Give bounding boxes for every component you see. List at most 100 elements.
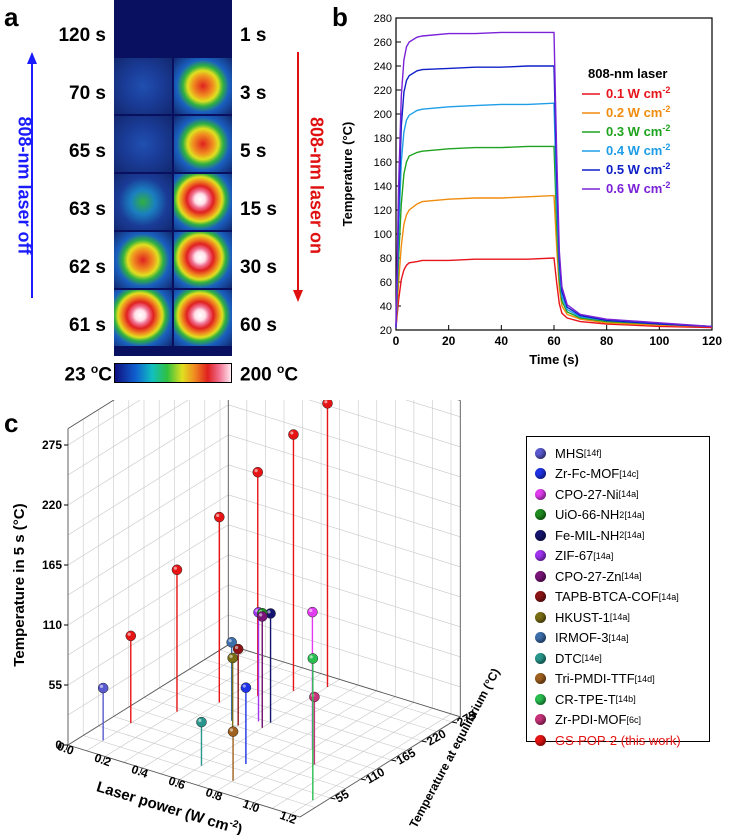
x-tick-label: 0.4: [130, 762, 151, 781]
y-tick-label: 120: [374, 205, 392, 217]
point-highlight: [216, 513, 220, 518]
x-tick: [65, 744, 69, 751]
y-axis-label: Temperature at equilibrium (°C): [406, 666, 502, 830]
grid-line: [113, 716, 346, 789]
legend-label: CR-TPE-T: [555, 691, 616, 707]
grid-line: [67, 464, 229, 566]
legend-entry: Zr-Fc-MOF [14c]: [535, 464, 639, 484]
x-tick-label: 1.0: [241, 797, 262, 816]
series-line: [395, 145, 713, 328]
legend-label: HKUST-1: [555, 609, 610, 625]
thermal-image-on: [174, 232, 232, 288]
laser-off-label: 808-nm laser off: [14, 116, 35, 255]
y-tick: [360, 778, 366, 781]
data-point: [171, 564, 183, 576]
data-point: [322, 400, 333, 409]
legend-entry: 0.3 W cm-2: [606, 123, 670, 139]
point-highlight: [324, 400, 328, 404]
grid-line: [67, 554, 229, 656]
grid-line: [405, 400, 461, 418]
legend-entry: TAPB-BTCA-COF [14a]: [535, 587, 679, 607]
photothermal-3d-scatter: 0551101652202750.00.20.40.60.81.01.25511…: [11, 400, 503, 835]
legend-label: Fe-MIL-NH: [555, 527, 620, 543]
grid-line: [174, 678, 407, 751]
point-highlight: [242, 684, 246, 688]
time-label-off: 70 s: [69, 83, 106, 104]
point-highlight: [127, 632, 131, 636]
axis-edge: [67, 400, 115, 430]
legend-entry: MHS [14f]: [535, 443, 601, 463]
y-tick-label: 180: [374, 133, 392, 145]
data-point: [309, 691, 320, 703]
data-point: [214, 511, 225, 523]
y-tick-label: 240: [374, 61, 392, 73]
time-label-on: 5 s: [240, 141, 267, 162]
series-line: [395, 102, 713, 328]
x-tick-label: 0.8: [204, 785, 225, 804]
point-highlight: [290, 431, 294, 435]
laser-on-label: 808-nm laser on: [306, 116, 327, 255]
time-label-on: 1 s: [240, 25, 267, 46]
y-tick-label: 140: [374, 181, 392, 193]
z-tick-label: 165: [42, 558, 62, 572]
thermal-image-on: [174, 116, 232, 172]
time-label-off: 65 s: [69, 141, 106, 162]
x-tick-label: 100: [649, 334, 669, 348]
legend-label: DTC: [555, 650, 582, 666]
grid-line: [308, 400, 461, 448]
y-tick: [330, 797, 336, 800]
legend-entry: HKUST-1 [14a]: [535, 607, 630, 627]
data-point: [288, 429, 299, 440]
legend-marker: [535, 734, 546, 746]
y-tick: [451, 721, 458, 724]
grid-line: [67, 524, 229, 626]
x-tick: [251, 802, 255, 808]
thermal-image-off: [114, 232, 172, 288]
legend-marker: [535, 509, 546, 520]
grid-line: [189, 668, 422, 742]
legend-entry: Fe-MIL-NH 2 [14a]: [535, 525, 644, 545]
time-label-off: 120 s: [58, 25, 106, 46]
legend-entry: ZIF-67 [14a]: [535, 546, 613, 566]
z-tick-label: 275: [42, 438, 62, 452]
grid-line: [86, 650, 248, 752]
z-axis-label: Temperature in 5 s (°C): [11, 503, 28, 666]
grid-line: [67, 584, 229, 686]
series-line: [395, 31, 713, 328]
panel-c-label: c: [4, 408, 19, 438]
z-tick-label: 55: [49, 678, 63, 692]
grid-line: [272, 707, 433, 809]
point-highlight: [254, 469, 258, 473]
point-highlight: [267, 610, 271, 614]
point-highlight: [228, 639, 232, 643]
data-point: [240, 682, 252, 693]
point-highlight: [309, 608, 313, 613]
legend-label: GS-POP-2 (this work): [555, 732, 681, 748]
legend-entry: 0.5 W cm-2: [606, 161, 670, 177]
time-label-on: 60 s: [240, 315, 277, 336]
grid-line: [228, 614, 461, 688]
grid-line: [67, 404, 229, 506]
x-tick: [176, 779, 180, 785]
laser-on-arrow: [293, 52, 303, 302]
legend-entry: DTC [14e]: [535, 648, 602, 668]
grid-line: [67, 614, 229, 716]
grid-line: [204, 659, 437, 732]
series-line: [395, 194, 713, 328]
data-point: [257, 611, 268, 622]
point-highlight: [259, 613, 263, 617]
point-highlight: [173, 566, 177, 570]
y-tick-label: 110: [363, 765, 387, 787]
series-line: [395, 65, 713, 328]
grid-line: [67, 400, 189, 476]
y-tick-label: 260: [374, 37, 392, 49]
y-tick-label: 20: [380, 325, 392, 337]
grid-line: [253, 702, 415, 803]
thermal-image-on: [174, 58, 232, 114]
legend-entry: CR-TPE-T [14b]: [535, 689, 636, 709]
grid-line: [219, 649, 453, 723]
point-highlight: [309, 655, 313, 659]
thermal-image-on: [174, 174, 232, 230]
color-scale-bar: [114, 363, 232, 383]
